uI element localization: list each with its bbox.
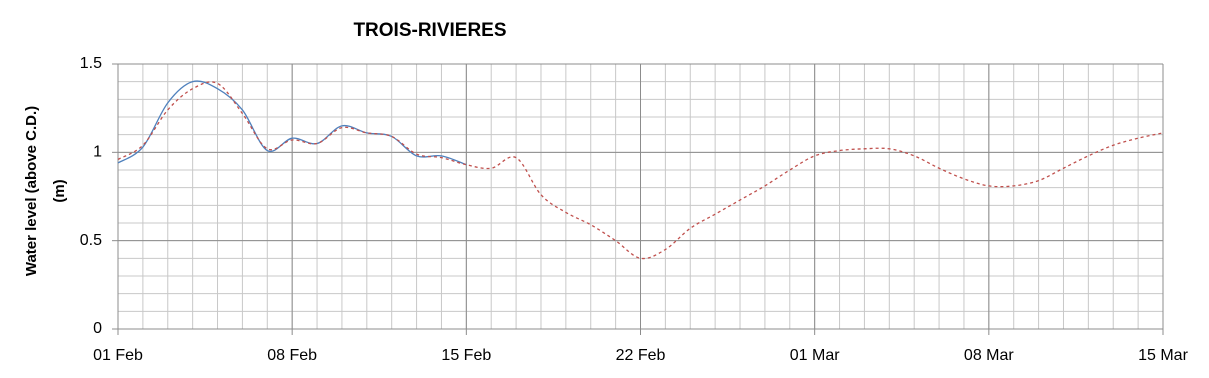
series-line <box>117 81 1164 260</box>
x-tick-label: 22 Feb <box>616 347 666 364</box>
y-tick-label: 0.5 <box>80 232 102 249</box>
chart-title: TROIS-RIVIERES <box>353 20 506 41</box>
x-tick-label: 15 Feb <box>441 347 491 364</box>
x-tick-label: 01 Mar <box>790 347 840 364</box>
y-axis-title: (m) <box>51 179 68 202</box>
y-axis-title: Water level (above C.D.) <box>23 106 40 276</box>
series-line <box>117 80 467 166</box>
y-tick-label: 0 <box>93 320 102 337</box>
x-tick-label: 01 Feb <box>93 347 143 364</box>
x-tick-label: 08 Feb <box>267 347 317 364</box>
y-tick-label: 1.5 <box>80 55 102 72</box>
y-tick-label: 1 <box>93 144 102 161</box>
x-tick-label: 15 Mar <box>1138 347 1188 364</box>
x-tick-label: 08 Mar <box>964 347 1014 364</box>
